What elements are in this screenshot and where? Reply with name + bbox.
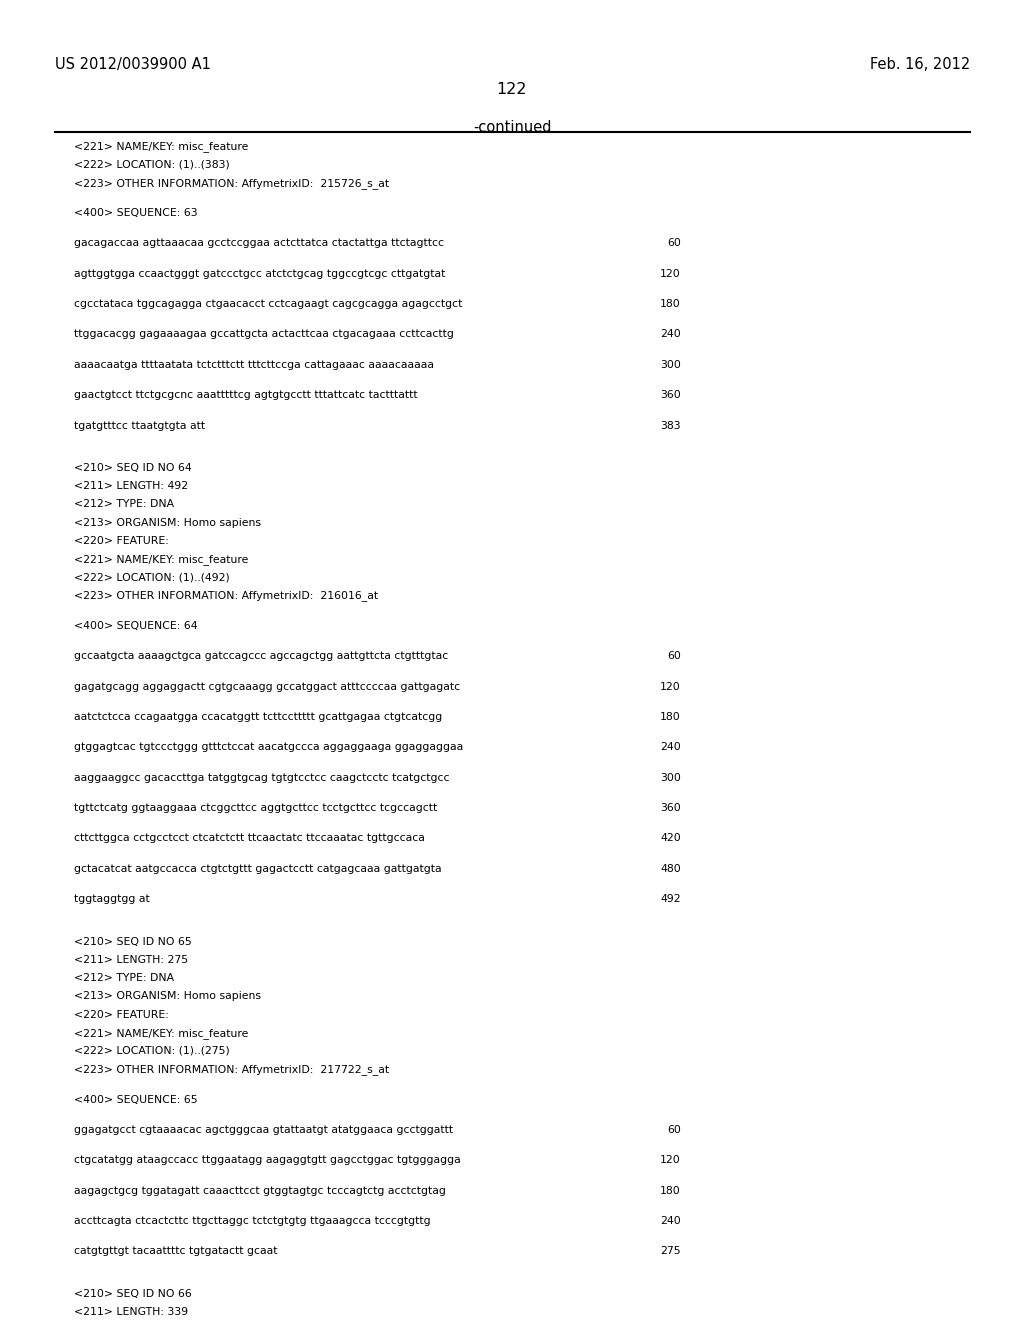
Text: <222> LOCATION: (1)..(275): <222> LOCATION: (1)..(275) [74,1045,229,1056]
Text: aagagctgcg tggatagatt caaacttcct gtggtagtgc tcccagtctg acctctgtag: aagagctgcg tggatagatt caaacttcct gtggtag… [74,1185,445,1196]
Text: agttggtgga ccaactgggt gatccctgcc atctctgcag tggccgtcgc cttgatgtat: agttggtgga ccaactgggt gatccctgcc atctctg… [74,269,445,279]
Text: ttggacacgg gagaaaagaa gccattgcta actacttcaa ctgacagaaa ccttcacttg: ttggacacgg gagaaaagaa gccattgcta actactt… [74,330,454,339]
Text: <210> SEQ ID NO 65: <210> SEQ ID NO 65 [74,937,191,946]
Text: Feb. 16, 2012: Feb. 16, 2012 [869,57,970,71]
Text: tgttctcatg ggtaaggaaa ctcggcttcc aggtgcttcc tcctgcttcc tcgccagctt: tgttctcatg ggtaaggaaa ctcggcttcc aggtgct… [74,803,437,813]
Text: <221> NAME/KEY: misc_feature: <221> NAME/KEY: misc_feature [74,554,248,565]
Text: catgtgttgt tacaattttc tgtgatactt gcaat: catgtgttgt tacaattttc tgtgatactt gcaat [74,1246,278,1257]
Text: accttcagta ctcactcttc ttgcttaggc tctctgtgtg ttgaaagcca tcccgtgttg: accttcagta ctcactcttc ttgcttaggc tctctgt… [74,1216,430,1226]
Text: <221> NAME/KEY: misc_feature: <221> NAME/KEY: misc_feature [74,141,248,152]
Text: 180: 180 [660,1185,681,1196]
Text: cgcctataca tggcagagga ctgaacacct cctcagaagt cagcgcagga agagcctgct: cgcctataca tggcagagga ctgaacacct cctcaga… [74,300,462,309]
Text: 240: 240 [660,1216,681,1226]
Text: <211> LENGTH: 492: <211> LENGTH: 492 [74,482,187,491]
Text: <220> FEATURE:: <220> FEATURE: [74,1010,169,1019]
Text: 122: 122 [497,82,527,96]
Text: aaaacaatga ttttaatata tctctttctt tttcttccga cattagaaac aaaacaaaaa: aaaacaatga ttttaatata tctctttctt tttcttc… [74,360,434,370]
Text: <213> ORGANISM: Homo sapiens: <213> ORGANISM: Homo sapiens [74,991,261,1002]
Text: tgatgtttcc ttaatgtgta att: tgatgtttcc ttaatgtgta att [74,421,205,430]
Text: <400> SEQUENCE: 63: <400> SEQUENCE: 63 [74,209,198,218]
Text: tggtaggtgg at: tggtaggtgg at [74,894,150,904]
Text: <222> LOCATION: (1)..(383): <222> LOCATION: (1)..(383) [74,160,229,169]
Text: -continued: -continued [473,120,551,135]
Text: ctgcatatgg ataagccacc ttggaatagg aagaggtgtt gagcctggac tgtgggagga: ctgcatatgg ataagccacc ttggaatagg aagaggt… [74,1155,461,1166]
Text: aatctctcca ccagaatgga ccacatggtt tcttccttttt gcattgagaa ctgtcatcgg: aatctctcca ccagaatgga ccacatggtt tcttcct… [74,711,442,722]
Text: 492: 492 [660,894,681,904]
Text: 120: 120 [660,681,681,692]
Text: <211> LENGTH: 275: <211> LENGTH: 275 [74,954,187,965]
Text: gagatgcagg aggaggactt cgtgcaaagg gccatggact atttccccaa gattgagatc: gagatgcagg aggaggactt cgtgcaaagg gccatgg… [74,681,460,692]
Text: gccaatgcta aaaagctgca gatccagccc agccagctgg aattgttcta ctgtttgtac: gccaatgcta aaaagctgca gatccagccc agccagc… [74,651,447,661]
Text: <222> LOCATION: (1)..(492): <222> LOCATION: (1)..(492) [74,573,229,582]
Text: 275: 275 [660,1246,681,1257]
Text: <210> SEQ ID NO 64: <210> SEQ ID NO 64 [74,463,191,473]
Text: gaactgtcct ttctgcgcnc aaatttttcg agtgtgcctt tttattcatc tactttattt: gaactgtcct ttctgcgcnc aaatttttcg agtgtgc… [74,391,418,400]
Text: 60: 60 [667,1125,681,1135]
Text: <212> TYPE: DNA: <212> TYPE: DNA [74,499,174,510]
Text: 360: 360 [660,803,681,813]
Text: 240: 240 [660,742,681,752]
Text: <213> ORGANISM: Homo sapiens: <213> ORGANISM: Homo sapiens [74,517,261,528]
Text: <223> OTHER INFORMATION: AffymetrixID:  216016_at: <223> OTHER INFORMATION: AffymetrixID: 2… [74,590,378,602]
Text: <220> FEATURE:: <220> FEATURE: [74,536,169,546]
Text: 383: 383 [660,421,681,430]
Text: 120: 120 [660,269,681,279]
Text: gctacatcat aatgccacca ctgtctgttt gagactcctt catgagcaaa gattgatgta: gctacatcat aatgccacca ctgtctgttt gagactc… [74,863,441,874]
Text: 300: 300 [660,360,681,370]
Text: <212> TYPE: DNA: <212> TYPE: DNA [74,973,174,983]
Text: 420: 420 [660,833,681,843]
Text: 300: 300 [660,772,681,783]
Text: <211> LENGTH: 339: <211> LENGTH: 339 [74,1307,187,1317]
Text: US 2012/0039900 A1: US 2012/0039900 A1 [55,57,211,71]
Text: <223> OTHER INFORMATION: AffymetrixID:  217722_s_at: <223> OTHER INFORMATION: AffymetrixID: 2… [74,1064,389,1074]
Text: 60: 60 [667,651,681,661]
Text: 360: 360 [660,391,681,400]
Text: gtggagtcac tgtccctggg gtttctccat aacatgccca aggaggaaga ggaggaggaa: gtggagtcac tgtccctggg gtttctccat aacatgc… [74,742,463,752]
Text: 60: 60 [667,239,681,248]
Text: ggagatgcct cgtaaaacac agctgggcaa gtattaatgt atatggaaca gcctggattt: ggagatgcct cgtaaaacac agctgggcaa gtattaa… [74,1125,453,1135]
Text: 180: 180 [660,711,681,722]
Text: gacagaccaa agttaaacaa gcctccggaa actcttatca ctactattga ttctagttcc: gacagaccaa agttaaacaa gcctccggaa actctta… [74,239,443,248]
Text: 180: 180 [660,300,681,309]
Text: <400> SEQUENCE: 65: <400> SEQUENCE: 65 [74,1094,198,1105]
Text: 120: 120 [660,1155,681,1166]
Text: <221> NAME/KEY: misc_feature: <221> NAME/KEY: misc_feature [74,1028,248,1039]
Text: aaggaaggcc gacaccttga tatggtgcag tgtgtcctcc caagctcctc tcatgctgcc: aaggaaggcc gacaccttga tatggtgcag tgtgtcc… [74,772,450,783]
Text: <223> OTHER INFORMATION: AffymetrixID:  215726_s_at: <223> OTHER INFORMATION: AffymetrixID: 2… [74,178,389,189]
Text: cttcttggca cctgcctcct ctcatctctt ttcaactatc ttccaaatac tgttgccaca: cttcttggca cctgcctcct ctcatctctt ttcaact… [74,833,425,843]
Text: 480: 480 [660,863,681,874]
Text: <210> SEQ ID NO 66: <210> SEQ ID NO 66 [74,1288,191,1299]
Text: <400> SEQUENCE: 64: <400> SEQUENCE: 64 [74,620,198,631]
Text: 240: 240 [660,330,681,339]
